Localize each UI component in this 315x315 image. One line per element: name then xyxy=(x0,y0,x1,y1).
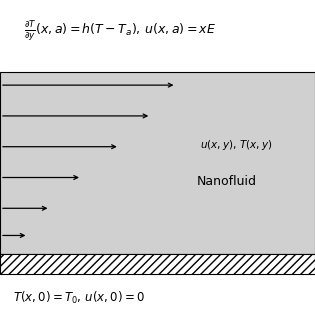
Text: Nanofluid: Nanofluid xyxy=(197,175,257,188)
Text: $T(x, 0) = T_0,\, u(x, 0) = 0$: $T(x, 0) = T_0,\, u(x, 0) = 0$ xyxy=(13,289,145,306)
Bar xyxy=(0,254,315,274)
Text: $\frac{\partial T}{\partial y}(x, a) = h(T - T_a),\, u(x, a) = xE$: $\frac{\partial T}{\partial y}(x, a) = h… xyxy=(24,20,216,43)
Text: $u(x, y),\, T(x, y)$: $u(x, y),\, T(x, y)$ xyxy=(200,138,272,152)
Bar xyxy=(0,72,315,254)
